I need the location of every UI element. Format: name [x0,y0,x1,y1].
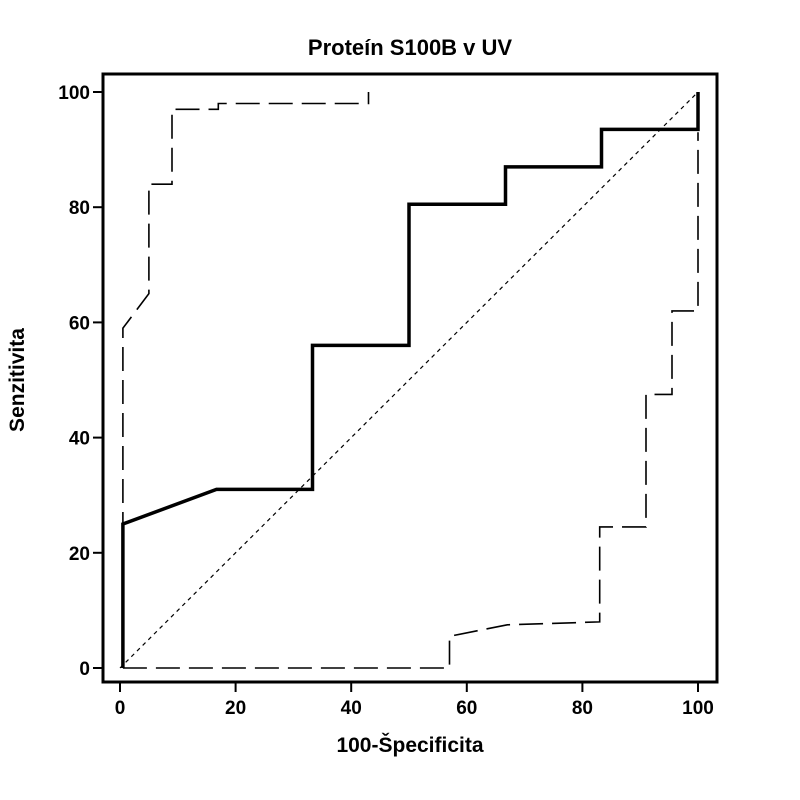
reference-diagonal-line [119,91,699,669]
y-tick-label: 60 [69,313,90,334]
x-tick-label: 0 [115,698,126,719]
y-tick-label: 100 [58,83,90,104]
x-tick-label: 100 [682,698,714,719]
x-axis: 0 20 40 60 80 100 [115,682,714,719]
x-tick-label: 20 [225,698,246,719]
chart-title: Proteín S100B v UV [308,35,513,60]
confidence-bound-line [122,92,370,668]
y-axis: 0 20 40 60 80 100 [58,83,103,680]
plot-frame [101,72,719,684]
x-tick-label: 40 [341,698,362,719]
y-axis-label: Senzitivita [6,328,29,432]
y-tick-label: 80 [69,198,90,219]
y-tick-label: 0 [79,659,90,680]
x-tick-label: 80 [572,698,593,719]
y-tick-label: 40 [69,429,90,450]
x-tick-label: 60 [456,698,477,719]
y-tick-label: 20 [69,544,90,565]
confidence-bound-line [122,132,699,669]
series-layer [119,91,700,669]
roc-curve-line [121,92,700,668]
x-axis-label: 100-Špecificita [336,733,483,757]
